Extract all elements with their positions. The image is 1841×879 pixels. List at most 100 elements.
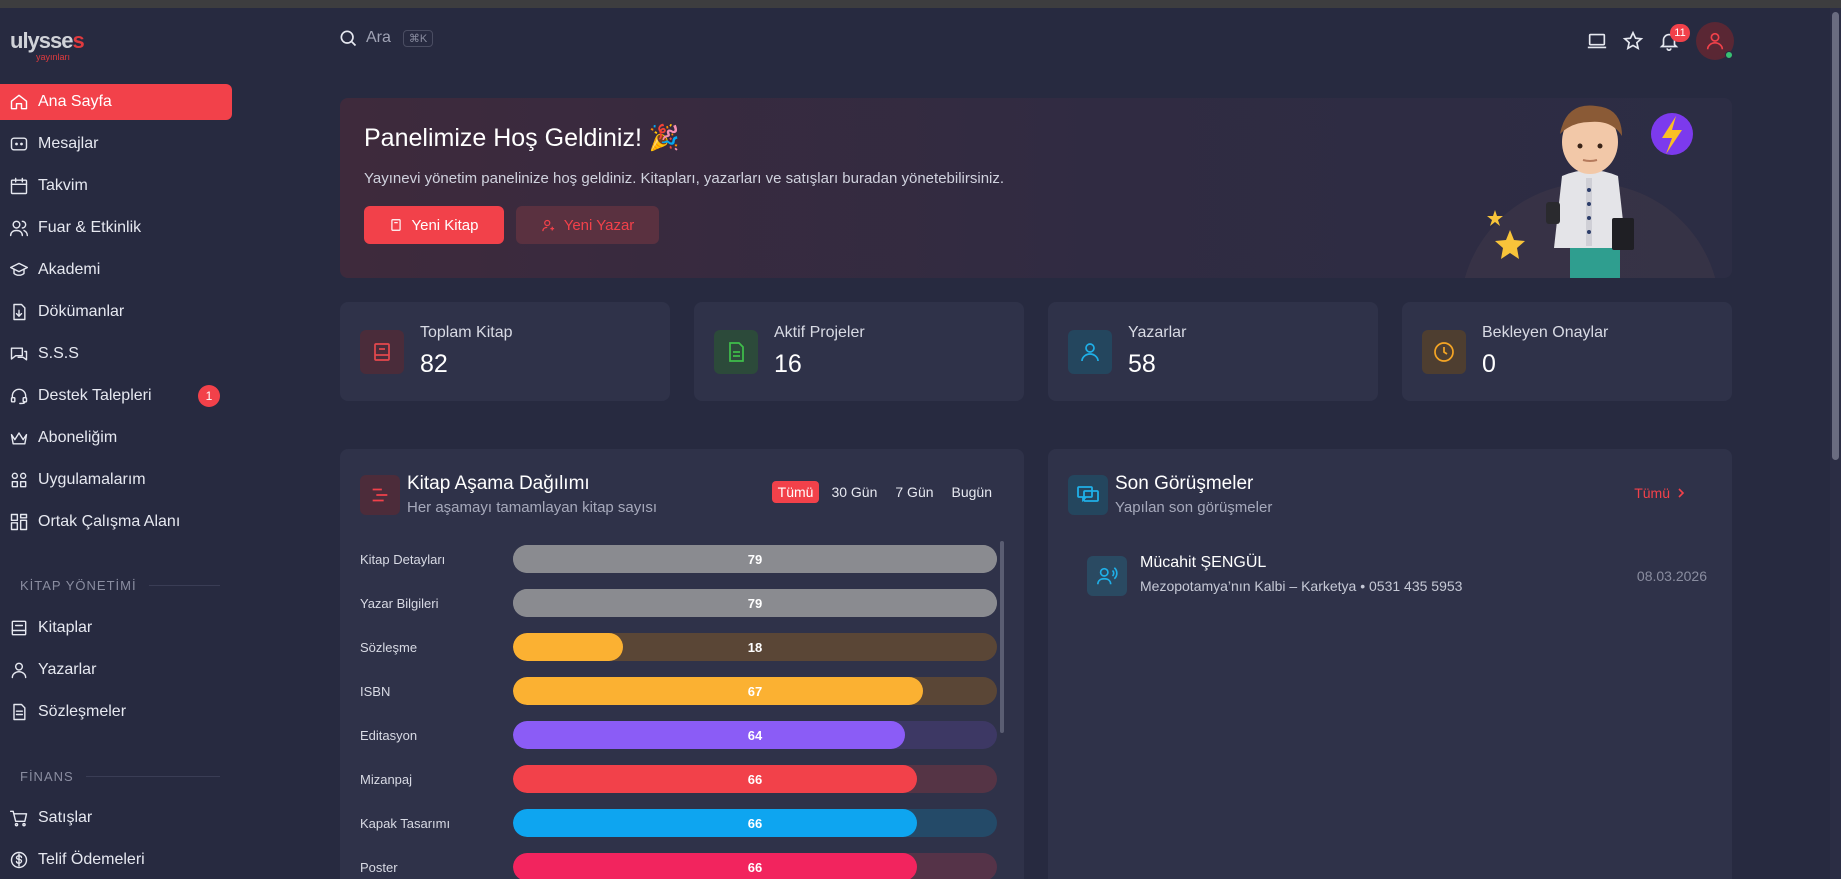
sidebar-item-main-3[interactable]: Fuar & Etkinlik — [0, 210, 232, 246]
sidebar-item-main-1[interactable]: Mesajlar — [0, 126, 232, 162]
bar-value-label: 67 — [747, 683, 763, 699]
meeting-item[interactable]: Mücahit ŞENGÜL Mezopotamya’nın Kalbi – K… — [1087, 554, 1707, 604]
sidebar-item-main-6[interactable]: S.S.S — [0, 336, 232, 372]
users-icon — [8, 217, 30, 239]
sidebar-item-books-2[interactable]: Sözleşmeler — [0, 694, 232, 730]
sidebar-item-main-10[interactable]: Ortak Çalışma Alanı — [0, 504, 232, 540]
stat-value: 16 — [774, 350, 802, 378]
sidebar-item-finance-0[interactable]: Satışlar — [0, 800, 232, 836]
bell-icon[interactable]: 11 — [1658, 24, 1690, 52]
stat-card[interactable]: Yazarlar 58 — [1048, 302, 1378, 401]
bar-row: Editasyon 64 — [360, 713, 1010, 757]
stat-label: Bekleyen Onaylar — [1482, 324, 1609, 341]
sidebar-item-label: Telif Ödemeleri — [38, 851, 145, 868]
bar-value-label: 18 — [747, 639, 763, 655]
bar-value-label: 79 — [747, 551, 763, 567]
sidebar-item-label: Aboneliğim — [38, 429, 118, 446]
active-projects-icon — [714, 330, 758, 374]
sidebar-item-main-7[interactable]: Destek Talepleri — [0, 378, 232, 414]
bar — [513, 589, 997, 617]
book-icon — [8, 617, 30, 639]
sidebar-item-label: Mesajlar — [38, 135, 99, 152]
sidebar-item-label: Dökümanlar — [38, 303, 125, 320]
bar-track: 66 — [513, 765, 997, 793]
dollar-icon — [8, 849, 30, 871]
pending-approvals-icon — [1422, 330, 1466, 374]
stat-label: Yazarlar — [1128, 324, 1187, 341]
apps-grid-icon — [8, 469, 30, 491]
filter-tab[interactable]: 7 Gün — [895, 484, 934, 500]
sidebar-item-main-5[interactable]: Dökümanlar — [0, 294, 232, 330]
bar-track: 67 — [513, 677, 997, 705]
bar-track: 79 — [513, 545, 997, 573]
chat-question-icon — [8, 343, 30, 365]
section-title-books: KİTAP YÖNETİMİ — [20, 578, 220, 593]
search-placeholder[interactable]: Ara — [366, 29, 391, 46]
stage-panel-subtitle: Her aşamayı tamamlayan kitap sayısı — [407, 499, 658, 516]
user-plus-icon — [541, 219, 554, 231]
calendar-icon — [8, 175, 30, 197]
view-all-meetings-link[interactable]: Tümü — [1634, 485, 1686, 501]
meeting-detail: Mezopotamya’nın Kalbi – Karketya • 0531 … — [1140, 578, 1463, 594]
stat-value: 0 — [1482, 350, 1496, 378]
stage-distribution-panel: Kitap Aşama Dağılımı Her aşamayı tamamla… — [340, 449, 1024, 879]
stat-value: 82 — [420, 350, 448, 378]
new-author-button[interactable]: Yeni Yazar — [516, 206, 659, 244]
sidebar-item-books-0[interactable]: Kitaplar — [0, 610, 232, 646]
bar — [513, 677, 924, 705]
support-badge: 1 — [198, 385, 220, 407]
sidebar-item-main-0[interactable]: Ana Sayfa — [0, 84, 232, 120]
sidebar-item-books-1[interactable]: Yazarlar — [0, 652, 232, 688]
new-book-button[interactable]: Yeni Kitap — [364, 206, 504, 244]
section-title-finance: FİNANS — [20, 769, 220, 784]
bar-row: Kapak Tasarımı 66 — [360, 801, 1010, 845]
bar — [513, 721, 906, 749]
sidebar-item-main-8[interactable]: Aboneliğim — [0, 420, 232, 456]
bar-value-label: 66 — [747, 859, 763, 875]
bar-value-label: 66 — [747, 815, 763, 831]
meetings-panel-subtitle: Yapılan son görüşmeler — [1115, 499, 1273, 516]
bar-track: 79 — [513, 589, 997, 617]
sidebar-item-label: Ortak Çalışma Alanı — [38, 513, 181, 530]
book-icon — [391, 219, 402, 231]
chat-bubbles-icon — [1068, 475, 1108, 515]
message-icon — [8, 133, 30, 155]
laptop-icon[interactable] — [1586, 30, 1608, 52]
bar-row: Mizanpaj 66 — [360, 757, 1010, 801]
document-download-icon — [8, 301, 30, 323]
sidebar-item-main-2[interactable]: Takvim — [0, 168, 232, 204]
filter-tab[interactable]: Bugün — [951, 484, 992, 500]
sidebar-item-main-9[interactable]: Uygulamalarım — [0, 462, 232, 498]
search-bar[interactable]: Ara ⌘K — [338, 28, 434, 48]
welcome-text: Yayınevi yönetim panelinize hoş geldiniz… — [364, 170, 1005, 187]
bar-label: Editasyon — [360, 727, 418, 743]
sidebar-item-label: Ana Sayfa — [38, 93, 112, 110]
bar-value-label: 66 — [747, 771, 763, 787]
chart-scrollbar[interactable] — [1000, 541, 1004, 733]
bar-label: Sözleşme — [360, 639, 418, 655]
bar-row: Poster 66 — [360, 845, 1010, 879]
cart-icon — [8, 807, 30, 829]
bar-value-label: 64 — [747, 727, 763, 743]
sidebar-item-label: Fuar & Etkinlik — [38, 219, 142, 236]
sidebar-item-main-4[interactable]: Akademi — [0, 252, 232, 288]
search-icon — [340, 30, 357, 47]
avatar[interactable] — [1696, 22, 1734, 60]
total-books-icon — [360, 330, 404, 374]
bar-row: Yazar Bilgileri 79 — [360, 581, 1010, 625]
bar-row: Sözleşme 18 — [360, 625, 1010, 669]
stat-card[interactable]: Toplam Kitap 82 — [340, 302, 670, 401]
page-scrollbar-thumb[interactable] — [1832, 12, 1839, 460]
sidebar-item-finance-1[interactable]: Telif Ödemeleri — [0, 842, 232, 878]
bar — [513, 545, 997, 573]
sidebar-item-label: Kitaplar — [38, 619, 93, 636]
authors-icon — [1068, 330, 1112, 374]
star-icon[interactable] — [1622, 30, 1644, 52]
graduation-cap-icon — [8, 259, 30, 281]
logo[interactable]: ulysses yayınları — [10, 28, 85, 62]
stat-card[interactable]: Aktif Projeler 16 — [694, 302, 1024, 401]
filter-tab[interactable]: Tümü — [771, 481, 820, 503]
filter-tab[interactable]: 30 Gün — [831, 484, 878, 500]
stat-card[interactable]: Bekleyen Onaylar 0 — [1402, 302, 1732, 401]
page-scrollbar[interactable] — [1830, 8, 1841, 879]
